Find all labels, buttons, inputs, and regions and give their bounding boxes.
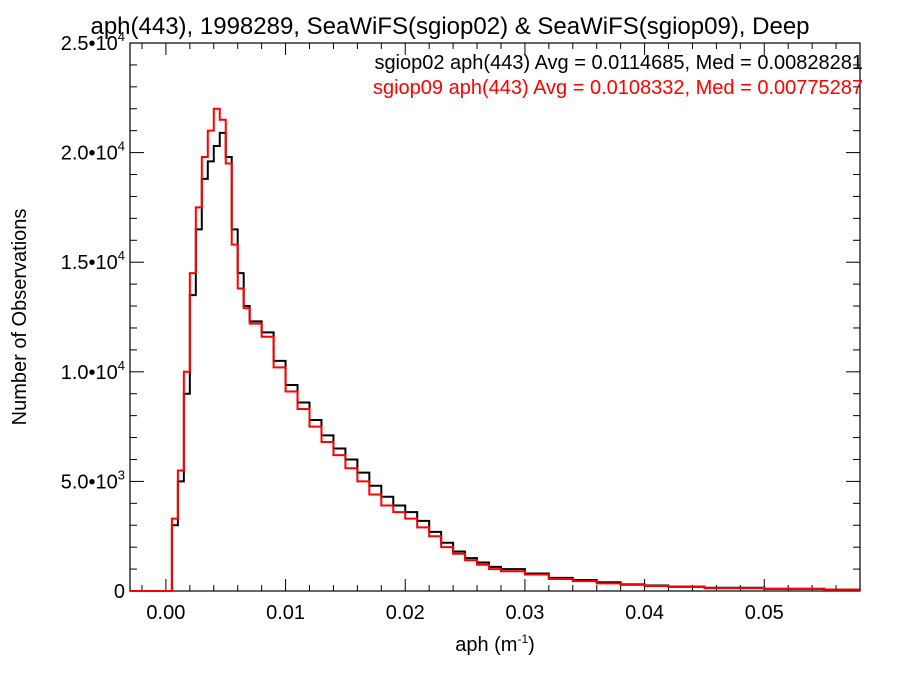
y-tick-label-exponent: 4 <box>118 139 125 154</box>
y-tick-label: 1.5•104 <box>61 248 125 274</box>
y-tick-label-exponent: 4 <box>118 248 125 263</box>
y-tick-label-base: 5.0•10 <box>61 471 118 493</box>
x-axis-label-exponent: -1 <box>517 632 528 646</box>
legend: sgiop02 aph(443) Avg = 0.0114685, Med = … <box>373 52 863 99</box>
y-tick-label: 0 <box>114 581 125 603</box>
series-line-2 <box>130 107 861 592</box>
y-tick-label: 1.0•104 <box>61 358 125 384</box>
x-tick-label: 0.01 <box>266 602 305 624</box>
series-line-1 <box>130 131 861 592</box>
x-tick-label: 0.02 <box>386 602 425 624</box>
legend-entry-1: sgiop02 aph(443) Avg = 0.0114685, Med = … <box>374 52 863 74</box>
y-tick-label: 2.0•104 <box>61 139 125 165</box>
x-tick-label: 0.05 <box>745 602 784 624</box>
y-tick-label-exponent: 4 <box>118 358 125 373</box>
y-axis-label: Number of Observations <box>9 209 31 426</box>
series-layer <box>130 107 861 592</box>
legend-entry-2: sgiop09 aph(443) Avg = 0.0108332, Med = … <box>373 77 863 99</box>
y-tick-label-base: 2.5•10 <box>61 33 118 55</box>
y-tick-label-base: 1.5•10 <box>61 252 118 274</box>
x-axis-label-close: ) <box>528 634 535 656</box>
y-tick-label: 5.0•103 <box>61 467 125 493</box>
y-tick-label-base: 2.0•10 <box>61 143 118 165</box>
x-axis-label-text: aph (m <box>455 634 517 656</box>
x-tick-label: 0.04 <box>625 602 664 624</box>
x-axis-label: aph (m-1) <box>455 632 535 656</box>
y-tick-label: 2.5•104 <box>61 29 125 55</box>
plot-frame <box>129 42 861 592</box>
y-tick-label-exponent: 3 <box>118 467 125 482</box>
x-tick-label: 0.00 <box>146 602 185 624</box>
x-tick-label: 0.03 <box>505 602 544 624</box>
y-tick-label-base: 1.0•10 <box>61 362 118 384</box>
y-tick-label-exponent: 4 <box>118 29 125 44</box>
axis-ticks: 0.00 0.01 0.02 0.03 0.04 0.0505.0•1031.0•1041… <box>61 29 861 624</box>
chart-title: aph(443), 1998289, SeaWiFS(sgiop02) & Se… <box>90 13 809 40</box>
